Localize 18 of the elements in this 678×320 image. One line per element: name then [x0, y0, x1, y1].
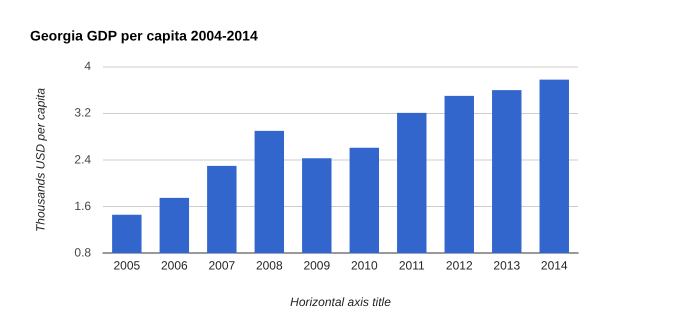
x-tick-label: 2005 [113, 258, 140, 273]
y-tick-label: 4 [84, 59, 92, 74]
x-tick-label: 2014 [540, 258, 568, 273]
x-tick-label: 2013 [493, 258, 520, 273]
x-tick-label: 2012 [446, 258, 473, 273]
chart-title: Georgia GDP per capita 2004-2014 [30, 27, 258, 44]
x-tick-label: 2009 [303, 258, 330, 273]
x-tick-label: 2007 [208, 258, 236, 273]
y-tick-label: 0.8 [74, 246, 92, 260]
y-tick-label: 1.6 [74, 198, 92, 213]
x-tick-label: 2008 [256, 258, 283, 273]
x-tick-label: 2011 [398, 258, 426, 273]
x-tick-label: 2010 [350, 258, 378, 273]
x-tick-label: 2006 [160, 258, 188, 273]
y-tick-label: 3.2 [74, 106, 92, 120]
y-tick-label: 2.4 [74, 152, 92, 166]
x-axis-title: Horizontal axis title [290, 295, 392, 310]
y-axis-title: Thousands USD per capita [34, 88, 48, 232]
